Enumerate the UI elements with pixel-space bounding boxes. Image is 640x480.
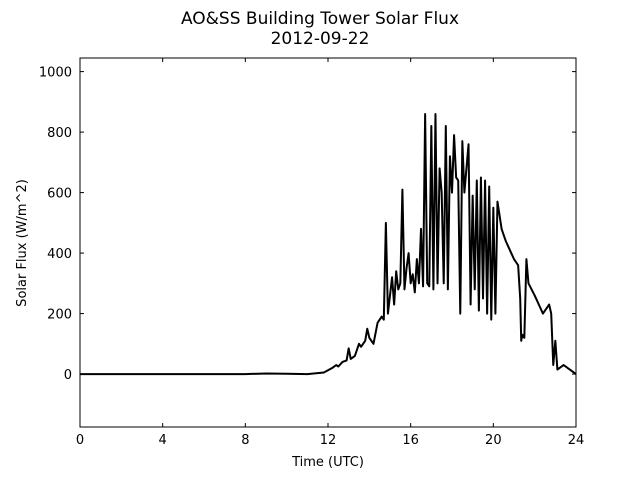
y-tick-label: 600 [47, 187, 72, 202]
y-tick-label: 1000 [39, 66, 72, 81]
y-axis-label: Solar Flux (W/m^2) [15, 179, 30, 307]
x-axis-label: Time (UTC) [291, 455, 364, 470]
x-tick-label: 24 [568, 433, 585, 448]
y-tick-label: 800 [47, 126, 72, 141]
data-line [80, 112, 577, 376]
x-tick-label: 0 [76, 433, 84, 448]
chart-subtitle: 2012-09-22 [271, 29, 370, 49]
x-tick-label: 12 [320, 433, 337, 448]
plot-frame [79, 57, 577, 428]
x-tick-label: 8 [241, 433, 249, 448]
x-tick-label: 4 [159, 433, 167, 448]
x-tick-label: 20 [485, 433, 502, 448]
y-tick-label: 0 [64, 368, 72, 383]
y-tick-label: 200 [47, 308, 72, 323]
y-tick-label: 400 [47, 247, 72, 262]
chart-title: AO&SS Building Tower Solar Flux [181, 9, 459, 29]
x-tick-label: 16 [402, 433, 419, 448]
